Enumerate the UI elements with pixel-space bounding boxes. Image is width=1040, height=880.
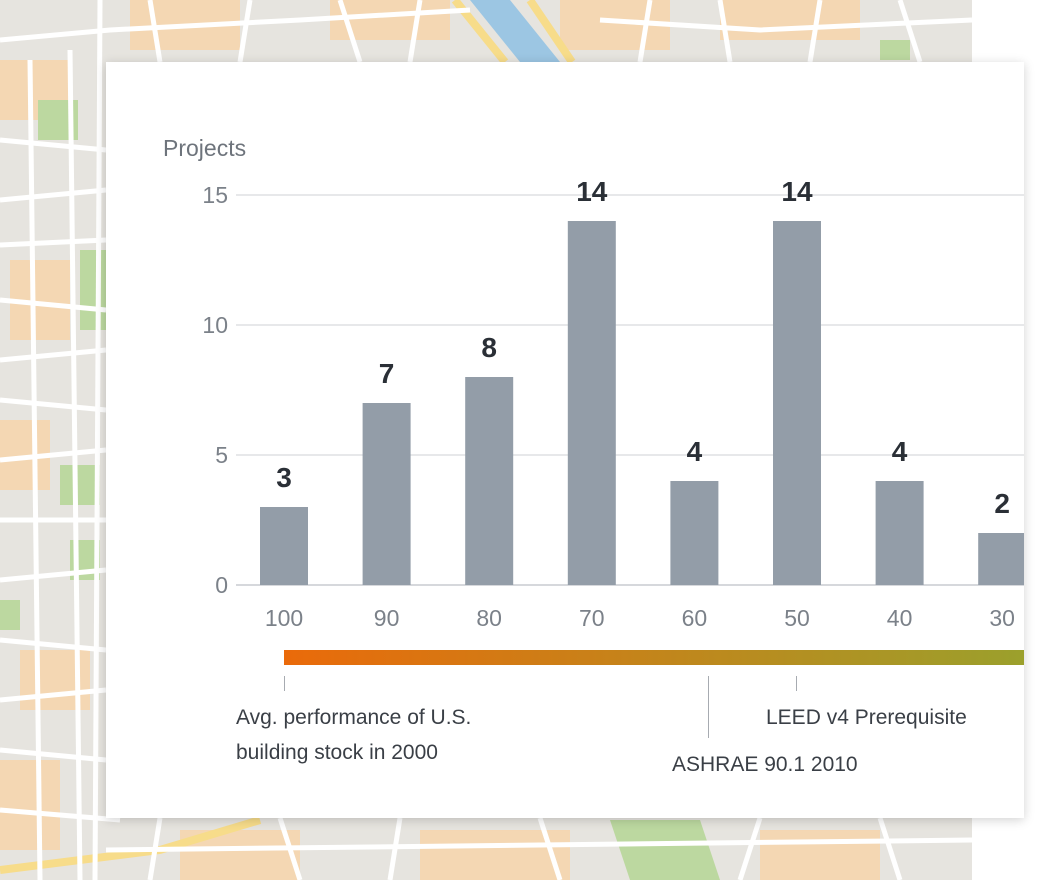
- x-tick-60: 60: [682, 605, 708, 631]
- bar-80: [465, 377, 514, 585]
- marker-leed: [796, 676, 797, 691]
- performance-gradient-bar: [284, 650, 1024, 665]
- annotation-avg-performance-line-2: building stock in 2000: [236, 741, 438, 764]
- bars: 3 7 8 14 4 14 4 2: [260, 176, 1024, 585]
- x-tick-80: 80: [476, 605, 502, 631]
- y-tick-15: 15: [202, 182, 228, 208]
- bar-50: [773, 221, 821, 585]
- bar-40: [875, 481, 924, 585]
- marker-avg-performance: [284, 676, 285, 691]
- value-label-90: 7: [379, 358, 395, 389]
- x-tick-30: 30: [989, 605, 1015, 631]
- y-tick-0: 0: [215, 572, 228, 598]
- annotation-leed-line-1: LEED v4 Prerequisite: [766, 706, 967, 729]
- bar-100: [260, 507, 308, 585]
- y-tick-5: 5: [215, 442, 228, 468]
- bar-90: [362, 403, 411, 585]
- value-label-80: 8: [481, 332, 497, 363]
- x-tick-40: 40: [887, 605, 913, 631]
- value-label-50: 14: [781, 176, 813, 207]
- chart-card: Projects 0 5 10 15 3 7 8 14 4 14 4 2 100 90 80 70 60 50…: [106, 62, 1024, 818]
- x-tick-50: 50: [784, 605, 810, 631]
- map-illustration: [0, 0, 972, 880]
- value-label-100: 3: [276, 462, 292, 493]
- annotation-leed: LEED v4 Prerequisite: [766, 700, 967, 735]
- annotation-avg-performance-line-1: Avg. performance of U.S.: [236, 706, 472, 729]
- bar-70: [567, 221, 616, 585]
- value-label-30: 2: [994, 488, 1010, 519]
- bar-chart: Projects 0 5 10 15 3 7 8 14 4 14 4 2 100 90 80 70 60 50…: [163, 135, 1024, 665]
- x-tick-90: 90: [374, 605, 400, 631]
- annotation-ashrae-line-1: ASHRAE 90.1 2010: [672, 753, 858, 776]
- x-tick-100: 100: [265, 605, 303, 631]
- y-tick-labels: 0 5 10 15: [202, 182, 228, 598]
- bar-60: [670, 481, 719, 585]
- annotation-ashrae: ASHRAE 90.1 2010: [672, 747, 858, 782]
- y-tick-10: 10: [202, 312, 228, 338]
- value-label-60: 4: [687, 436, 703, 467]
- y-axis-title: Projects: [163, 135, 246, 161]
- annotation-avg-performance: Avg. performance of U.S. building stock …: [236, 700, 471, 770]
- value-label-70: 14: [576, 176, 608, 207]
- bar-30: [978, 533, 1024, 585]
- x-tick-70: 70: [579, 605, 605, 631]
- value-label-40: 4: [892, 436, 908, 467]
- x-tick-labels: 100 90 80 70 60 50 40 30: [265, 605, 1015, 631]
- marker-ashrae: [708, 676, 709, 738]
